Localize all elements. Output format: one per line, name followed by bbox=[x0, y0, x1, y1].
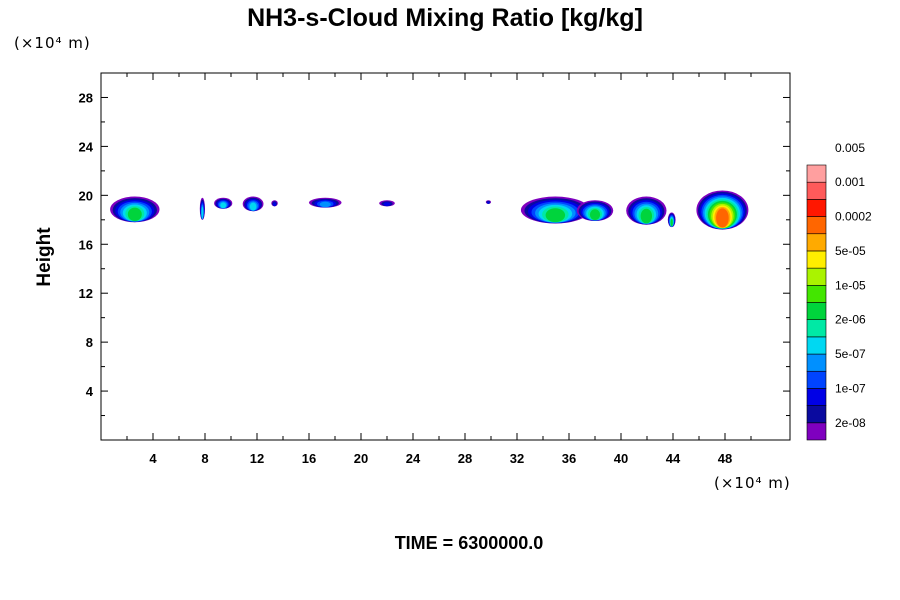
cloud-cell bbox=[271, 200, 278, 207]
colorbar-swatch bbox=[806, 388, 827, 406]
y-tick-label: 4 bbox=[86, 384, 94, 399]
x-tick-label: 12 bbox=[250, 451, 264, 466]
x-tick-label: 44 bbox=[666, 451, 681, 466]
y-axis-label: Height bbox=[34, 227, 55, 287]
cloud-cell bbox=[199, 197, 205, 220]
colorbar-swatch bbox=[806, 233, 827, 252]
cloud-contour-band bbox=[716, 208, 729, 228]
y-axis-unit: (×10⁴ m) bbox=[14, 34, 91, 52]
cloud-cell bbox=[242, 196, 264, 212]
x-tick-label: 48 bbox=[718, 451, 732, 466]
colorbar-label: 5e-05 bbox=[835, 244, 866, 258]
colorbar-swatch bbox=[806, 353, 827, 372]
cloud-cell bbox=[667, 212, 676, 228]
colorbar-swatch bbox=[806, 336, 827, 355]
colorbar-swatch bbox=[806, 199, 827, 217]
cloud-contour-band bbox=[319, 201, 331, 208]
cloud-cell bbox=[379, 200, 395, 207]
x-tick-label: 24 bbox=[406, 451, 421, 466]
x-tick-label: 32 bbox=[510, 451, 524, 466]
colorbar-label: 1e-07 bbox=[835, 381, 866, 395]
cloud-cell bbox=[485, 200, 491, 204]
cloud-cell bbox=[626, 196, 667, 225]
colorbar-swatch bbox=[806, 250, 827, 269]
cloud-contour-band bbox=[249, 202, 257, 211]
y-tick-label: 24 bbox=[79, 139, 94, 154]
colorbar-label: 0.005 bbox=[835, 141, 865, 155]
cloud-contour-band bbox=[545, 208, 566, 223]
cloud-contour-band bbox=[670, 218, 673, 227]
colorbar-swatch bbox=[806, 216, 827, 235]
colorbar-swatch bbox=[806, 319, 827, 338]
cloud-contour-band bbox=[487, 201, 490, 204]
colorbar-swatch bbox=[806, 285, 827, 303]
cloud-contour-band bbox=[383, 202, 391, 207]
cloud-contour-band bbox=[127, 207, 142, 222]
y-tick-label: 28 bbox=[79, 90, 93, 105]
time-label: TIME = 6300000.0 bbox=[395, 533, 544, 553]
cloud-cell bbox=[110, 196, 160, 223]
plot-background bbox=[101, 73, 790, 440]
colorbar-label: 1e-05 bbox=[835, 278, 866, 292]
cloud-field bbox=[110, 190, 749, 230]
cloud-contour-band bbox=[201, 206, 204, 219]
colorbar-swatch bbox=[806, 405, 827, 424]
cloud-contour-band bbox=[273, 202, 277, 207]
x-tick-label: 20 bbox=[354, 451, 368, 466]
x-tick-label: 8 bbox=[201, 451, 208, 466]
x-tick-label: 16 bbox=[302, 451, 316, 466]
x-tick-label: 28 bbox=[458, 451, 472, 466]
colorbar-swatch bbox=[806, 267, 827, 286]
cloud-cell bbox=[520, 196, 590, 224]
y-tick-label: 20 bbox=[79, 188, 93, 203]
y-tick-label: 12 bbox=[79, 286, 93, 301]
colorbar-label: 2e-06 bbox=[835, 313, 866, 327]
colorbar-swatch bbox=[806, 422, 827, 441]
colorbar-swatch bbox=[806, 370, 827, 389]
cloud-cell bbox=[576, 200, 614, 222]
colorbar-label: 0.0002 bbox=[835, 210, 872, 224]
cloud-contour-band bbox=[220, 202, 227, 209]
cloud-cell bbox=[309, 197, 342, 208]
plot-frame bbox=[100, 72, 791, 441]
x-tick-label: 36 bbox=[562, 451, 576, 466]
cloud-contour-band bbox=[589, 209, 601, 221]
colorbar-label: 5e-07 bbox=[835, 347, 866, 361]
colorbar-label: 2e-08 bbox=[835, 416, 866, 430]
colorbar-swatch bbox=[806, 181, 827, 200]
x-tick-label: 40 bbox=[614, 451, 628, 466]
y-tick-label: 16 bbox=[79, 237, 93, 252]
colorbar-swatch bbox=[806, 302, 827, 320]
x-tick-label: 4 bbox=[149, 451, 157, 466]
y-tick-label: 8 bbox=[86, 335, 93, 350]
colorbar-swatch bbox=[806, 164, 827, 183]
colorbar-label: 0.001 bbox=[835, 175, 865, 189]
cloud-cell bbox=[214, 197, 233, 209]
colorbar: 2e-08 1e-07 5e-07 2e-06 1e-05 5e-05 0.0002 0.00… bbox=[806, 141, 872, 441]
cloud-contour-band bbox=[640, 208, 653, 224]
cloud-cell bbox=[696, 190, 749, 230]
x-axis-unit: (×10⁴ m) bbox=[714, 474, 791, 492]
chart-title: NH3-s-Cloud Mixing Ratio [kg/kg] bbox=[247, 4, 643, 32]
